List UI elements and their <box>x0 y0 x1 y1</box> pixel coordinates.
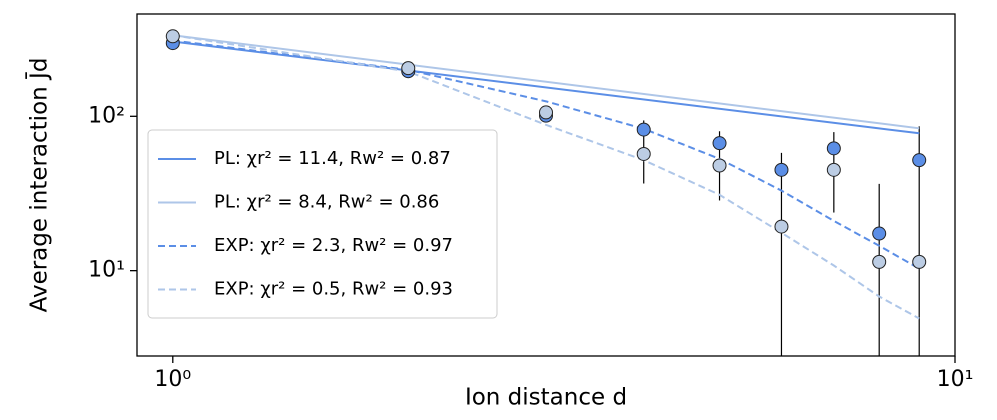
x-tick-label: 10¹ <box>937 367 974 392</box>
data-point <box>826 162 841 177</box>
legend-label: EXP: χr² = 0.5, Rw² = 0.93 <box>214 279 453 300</box>
data-point <box>401 61 416 76</box>
data-point <box>774 162 789 177</box>
y-tick-label: 10² <box>88 103 125 128</box>
legend-label: PL: χr² = 8.4, Rw² = 0.86 <box>214 192 439 213</box>
x-axis-label: Ion distance d <box>465 385 627 411</box>
data-point <box>774 219 789 234</box>
data-point <box>712 136 727 151</box>
data-point <box>165 29 180 44</box>
data-point <box>912 254 927 269</box>
data-point <box>636 122 651 137</box>
data-point <box>872 254 887 269</box>
data-point <box>712 158 727 173</box>
legend-box <box>147 129 498 319</box>
legend: PL: χr² = 11.4, Rw² = 0.87 PL: χr² = 8.4,… <box>147 129 498 319</box>
fit-line <box>172 34 920 320</box>
y-tick-label: 10¹ <box>88 258 125 283</box>
data-point <box>872 226 887 241</box>
x-tick-label: 10⁰ <box>154 367 191 392</box>
fit-line <box>172 34 920 130</box>
data-point <box>912 153 927 168</box>
legend-label: PL: χr² = 11.4, Rw² = 0.87 <box>214 148 451 169</box>
plot-area <box>165 29 927 356</box>
y-axis-label: Average interaction J̄d <box>24 58 52 313</box>
data-point <box>636 146 651 161</box>
data-point <box>826 141 841 156</box>
legend-label: EXP: χr² = 2.3, Rw² = 0.97 <box>214 235 453 256</box>
axes-frame <box>136 13 956 357</box>
data-point <box>539 105 553 120</box>
